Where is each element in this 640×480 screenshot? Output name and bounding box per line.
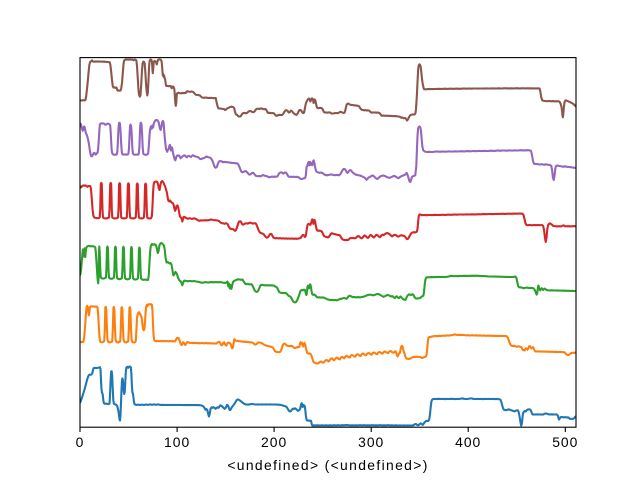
- svg-text:400: 400: [455, 434, 481, 450]
- svg-text:500: 500: [552, 434, 578, 450]
- svg-text:200: 200: [261, 434, 287, 450]
- svg-text:<undefined> (<undefined>): <undefined> (<undefined>): [227, 457, 428, 473]
- svg-text:300: 300: [358, 434, 384, 450]
- svg-text:100: 100: [164, 434, 190, 450]
- svg-text:0: 0: [76, 434, 85, 450]
